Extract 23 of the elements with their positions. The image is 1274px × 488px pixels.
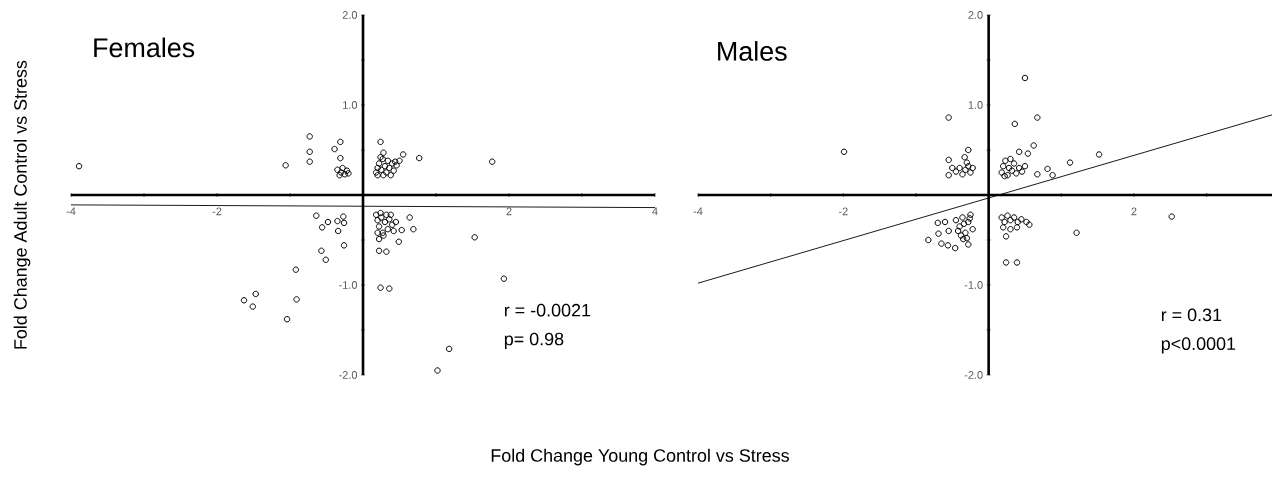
annotation: p= 0.98 — [504, 332, 564, 349]
y-tick-label: 2.0 — [968, 11, 983, 19]
y-tick-label: -1.0 — [964, 281, 983, 289]
annotation: r = -0.0021 — [504, 303, 591, 317]
x-tick-label: -4 — [66, 207, 76, 216]
x-tick-label: 2 — [506, 207, 512, 216]
x-tick-label: 4 — [652, 207, 658, 216]
x-tick-label: -4 — [693, 207, 703, 216]
y-tick-label: -2.0 — [339, 371, 358, 379]
x-axis-title: Fold Change Young Control vs Stress — [491, 448, 789, 466]
text: Females — [94, 37, 195, 58]
text: Males — [718, 41, 787, 61]
y-tick-label: 1.0 — [968, 101, 983, 109]
y-tick-label: -1.0 — [339, 281, 358, 289]
x-tick-label: -2 — [838, 207, 848, 216]
y-axis-title: Fold Change Adult Control vs Stress — [13, 60, 31, 349]
annotation: r = 0.31 — [1161, 308, 1222, 322]
y-tick-label: -2.0 — [964, 371, 983, 379]
x-tick-label: 2 — [1131, 207, 1137, 216]
x-tick-label: -2 — [212, 207, 222, 216]
y-tick-label: 2.0 — [342, 11, 358, 19]
annotation: p<0.0001 — [1161, 337, 1236, 354]
y-tick-label: 1.0 — [343, 101, 358, 109]
